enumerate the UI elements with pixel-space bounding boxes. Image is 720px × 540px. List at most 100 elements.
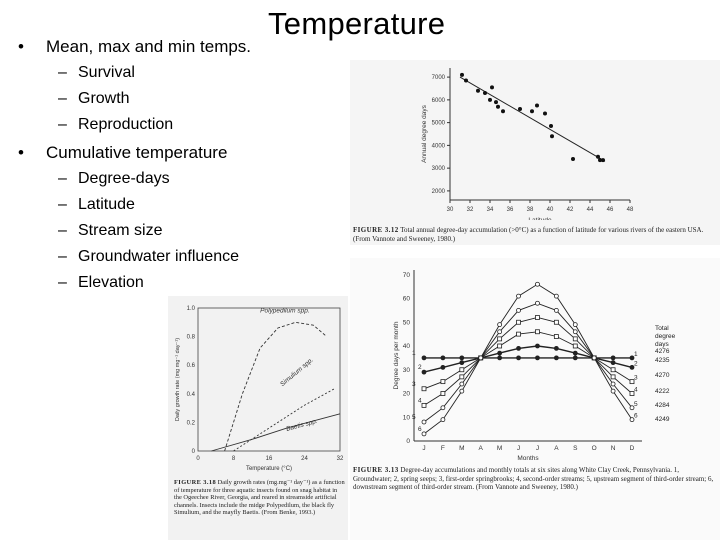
data-point [535, 329, 540, 335]
series-number: 2 [634, 360, 638, 367]
x-axis-label: Months [517, 455, 539, 462]
x-tick-label: N [611, 445, 616, 452]
data-point [572, 343, 578, 349]
data-point [598, 158, 602, 163]
data-point [601, 158, 605, 163]
series-total: 4222 [655, 388, 670, 395]
y-tick-label: 0.2 [187, 420, 196, 426]
sub-bullet: – Degree-days [58, 170, 170, 187]
x-tick-label: 32 [467, 207, 474, 213]
data-point [610, 374, 616, 380]
data-point [550, 134, 554, 139]
bullet-cumulative: • Cumulative temperature [18, 143, 228, 162]
data-point [497, 343, 503, 349]
sub-bullet: – Stream size [58, 222, 163, 239]
growth-curve [224, 321, 327, 452]
y-tick-label: 10 [403, 414, 411, 421]
data-point [629, 391, 635, 396]
data-point [553, 307, 559, 313]
data-point [459, 360, 465, 366]
sub-bullet: – Elevation [58, 274, 144, 291]
data-point [440, 364, 446, 370]
sub-bullet: – Groundwater influence [58, 248, 239, 265]
x-tick-label: 8 [232, 456, 236, 462]
data-point [572, 322, 578, 328]
data-point [530, 109, 534, 114]
data-point [459, 381, 465, 387]
data-point [535, 343, 540, 349]
series-number: 4 [418, 397, 422, 404]
series-number: 6 [418, 426, 422, 433]
y-axis-label: Daily growth rate (mg mg⁻¹ day⁻¹) [175, 338, 181, 421]
data-point [610, 360, 616, 366]
y-tick-label: 30 [403, 367, 411, 374]
y-tick-label: 7000 [432, 75, 446, 81]
data-point [476, 88, 480, 93]
y-tick-label: 40 [403, 343, 411, 350]
x-tick-label: 32 [337, 456, 344, 462]
series-label: Baetis spp. [285, 418, 318, 433]
plot-frame [197, 307, 341, 452]
data-point [421, 355, 427, 361]
data-point [459, 367, 465, 373]
y-axis-label: Annual degree days [421, 104, 428, 163]
data-point [518, 106, 522, 111]
x-tick-label: 34 [487, 207, 494, 213]
x-tick-label: A [479, 445, 484, 452]
data-point [440, 379, 446, 385]
data-point [553, 355, 559, 361]
data-point [553, 334, 559, 339]
y-tick-label: 70 [403, 272, 411, 279]
series-number: 3 [412, 381, 416, 388]
series-number: 6 [634, 413, 638, 420]
growth-rate-chart: 0 8 16 24 32 0 0.2 0.4 0.6 0.8 1.0 Temperature (°C)… [175, 306, 344, 472]
x-tick-label: 44 [587, 207, 594, 213]
data-point [535, 315, 540, 320]
slide-title: Temperature [268, 6, 446, 41]
data-point [488, 97, 492, 102]
data-point [516, 319, 521, 325]
data-point [421, 431, 427, 437]
y-tick-label: 20 [403, 391, 411, 398]
y-tick-label: 60 [403, 296, 411, 303]
x-tick-label: J [536, 445, 539, 452]
figure-3-18-caption: FIGURE 3.18 Daily growth rates (mg.mg⁻¹ … [174, 479, 345, 517]
data-point [516, 331, 521, 337]
y-tick-label: 0.4 [187, 392, 196, 398]
data-point [516, 345, 521, 351]
x-tick-label: J [422, 445, 425, 452]
series-number: 1 [412, 350, 416, 357]
series-number: 2 [418, 364, 422, 371]
data-point [497, 329, 503, 335]
data-point [440, 391, 446, 396]
x-tick-label: F [441, 445, 445, 452]
data-point [629, 379, 635, 385]
x-tick-label: 48 [627, 207, 634, 213]
data-point [497, 355, 503, 361]
x-tick-label: 36 [507, 207, 514, 213]
data-point [421, 369, 427, 375]
figure-3-18: 0 8 16 24 32 0 0.2 0.4 0.6 0.8 1.0 Temperature (°C)… [168, 296, 348, 540]
data-point [572, 350, 578, 356]
x-tick-label: 46 [607, 207, 614, 213]
data-point [591, 355, 597, 361]
bullet-list: • Mean, max and min temps. – Survival – Gro… [18, 34, 278, 296]
data-point [497, 336, 503, 342]
y-tick-label: 0.6 [187, 363, 196, 369]
figure-3-13: 0 10 20 30 40 50 60 70 J F M A M J J A S O N D Months Degree … [350, 258, 720, 540]
latitude-scatter-chart: 30 32 34 36 38 40 42 44 46 48 2000 3000 4000 5000 6000… [421, 68, 634, 220]
y-tick-label: 0 [406, 438, 410, 445]
series-label: Simulium spp. [279, 356, 315, 388]
data-point [535, 281, 540, 287]
bullet-mean-temps: • Mean, max and min temps. [18, 37, 252, 56]
figure-3-12-caption: FIGURE 3.12 Total annual degree-day accu… [353, 226, 704, 243]
data-point [553, 345, 559, 351]
x-tick-label: 40 [547, 207, 554, 213]
x-tick-label: D [630, 445, 635, 452]
data-point [572, 355, 578, 361]
y-tick-label: 5000 [432, 121, 446, 127]
data-point [459, 355, 465, 361]
data-point [535, 103, 539, 108]
data-point [421, 386, 427, 392]
data-point [553, 319, 559, 325]
